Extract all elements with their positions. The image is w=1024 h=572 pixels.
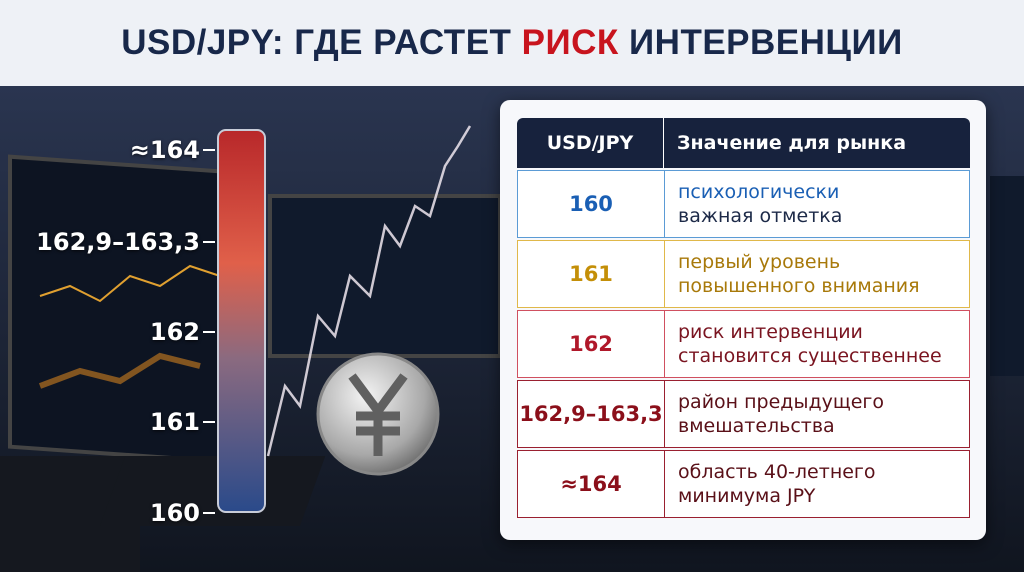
scale-ticks [203,149,215,514]
title: USD/JPY: ГДЕ РАСТЕТ РИСК ИНТЕРВЕНЦИИ [121,23,903,63]
table-row: 161 первый уровень повышенного внимания [517,240,970,308]
table-row: 162,9–163,3 район предыдущего вмешательств… [517,380,970,448]
level-cell: 162 [518,311,665,377]
level-cell: 161 [518,241,665,307]
table-header: USD/JPY Значение для рынка [517,118,970,168]
description-cell: район предыдущего вмешательства [678,381,884,447]
monitor [990,176,1024,376]
description-line: повышенного внимания [678,275,920,297]
deco-chart [266,125,472,457]
column-header: USD/JPY [517,118,664,168]
title-part: ИНТЕРВЕНЦИИ [618,23,903,62]
description-cell: риск интервенции становится существеннее [678,311,942,377]
scale-label: ≈164 [129,136,200,164]
description-line: психологически [678,181,840,203]
description-cell: первый уровень повышенного внимания [678,241,920,307]
table-row: 160 психологически важная отметка [517,170,970,238]
description-line: вмешательства [678,415,835,437]
description-line: область 40-летнего [678,461,876,483]
keyboard [99,456,326,526]
table-row: ≈164 область 40-летнего минимума JPY [517,450,970,518]
monitor [268,194,502,358]
title-accent: РИСК [521,23,619,62]
deco-chart [38,352,201,389]
scale-label: 162 [149,318,200,346]
description-line: район предыдущего [678,391,885,413]
yen-sign [348,373,408,456]
title-part: USD/JPY: ГДЕ РАСТЕТ [121,23,522,62]
level-cell: 162,9–163,3 [518,381,665,447]
description-cell: психологически важная отметка [678,171,842,237]
scale-label: 160 [149,499,200,527]
description-line: важная отметка [678,205,843,227]
table: USD/JPY Значение для рынка 160 психологич… [517,118,970,518]
table-row: 162 риск интервенции становится существенн… [517,310,970,378]
column-header: Значение для рынка [677,132,907,154]
scale-label: 161 [149,408,200,436]
description-line: становится существеннее [678,345,942,367]
table-panel: USD/JPY Значение для рынка 160 психологич… [500,100,986,540]
level-cell: ≈164 [518,451,665,517]
level-cell: 160 [518,171,665,237]
scale-bar [217,129,266,513]
description-cell: область 40-летнего минимума JPY [678,451,876,517]
scale-label: 162,9–163,3 [36,228,200,256]
header: USD/JPY: ГДЕ РАСТЕТ РИСК ИНТЕРВЕНЦИИ [0,0,1024,86]
description-line: первый уровень [678,251,841,273]
deco-chart [39,264,221,303]
description-line: минимума JPY [678,485,816,507]
description-line: риск интервенции [678,321,863,343]
